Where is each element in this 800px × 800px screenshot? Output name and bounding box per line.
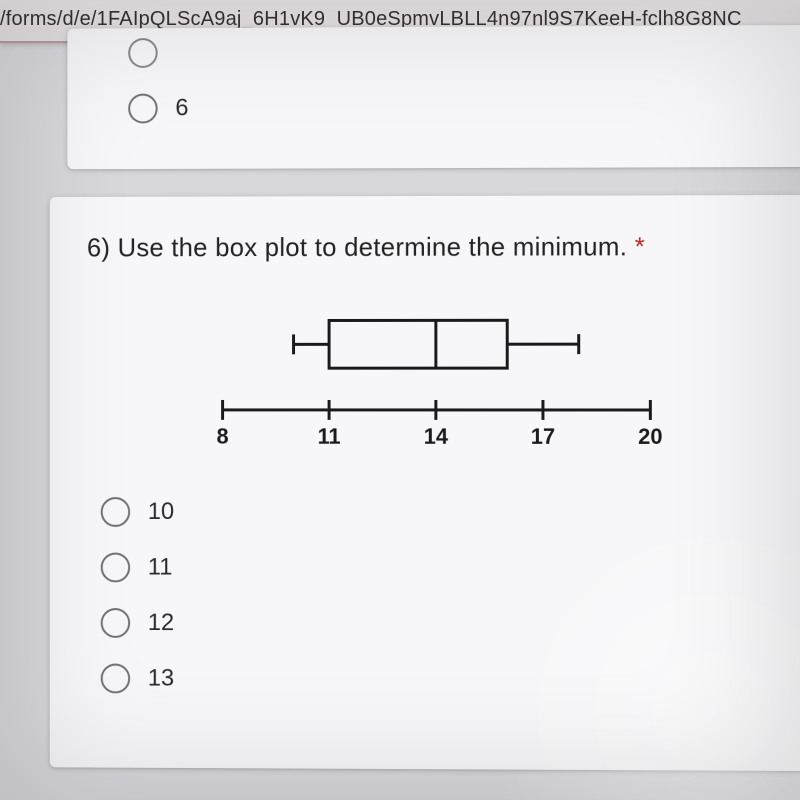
svg-text:20: 20 xyxy=(638,424,662,449)
radio-circle-icon xyxy=(128,38,157,68)
radio-option[interactable]: 10 xyxy=(81,487,781,538)
radio-circle-icon xyxy=(101,553,130,583)
boxplot-svg: 8 11 14 17 20 xyxy=(173,290,688,460)
radio-circle-icon xyxy=(128,94,157,124)
radio-circle-icon xyxy=(101,497,130,527)
radio-option-label: 11 xyxy=(148,554,172,582)
radio-option[interactable]: 12 xyxy=(81,598,781,650)
question-card: 6) Use the box plot to determine the min… xyxy=(50,195,800,771)
svg-text:14: 14 xyxy=(423,424,448,449)
form-viewport: 6 6) Use the box plot to determine the m… xyxy=(9,25,800,771)
boxplot-figure: 8 11 14 17 20 xyxy=(173,290,688,460)
radio-option-label: 12 xyxy=(148,609,174,637)
svg-text:11: 11 xyxy=(317,424,340,449)
radio-option[interactable]: 11 xyxy=(81,543,781,594)
required-marker: * xyxy=(635,231,645,261)
radio-circle-icon xyxy=(101,608,130,638)
radio-option-label: 6 xyxy=(175,94,188,122)
question-text-content: 6) Use the box plot to determine the min… xyxy=(87,231,627,262)
answer-options: 10 11 12 13 xyxy=(81,487,781,706)
svg-text:8: 8 xyxy=(216,424,228,449)
radio-option[interactable]: 13 xyxy=(81,654,781,706)
svg-text:17: 17 xyxy=(530,424,554,449)
radio-option[interactable]: 6 xyxy=(99,81,781,133)
radio-circle-icon xyxy=(101,664,130,694)
question-text: 6) Use the box plot to determine the min… xyxy=(87,231,781,263)
radio-option-label: 13 xyxy=(148,665,174,693)
previous-question-card: 6 xyxy=(67,25,800,169)
radio-option-label: 10 xyxy=(148,498,174,526)
radio-option[interactable] xyxy=(99,25,781,78)
